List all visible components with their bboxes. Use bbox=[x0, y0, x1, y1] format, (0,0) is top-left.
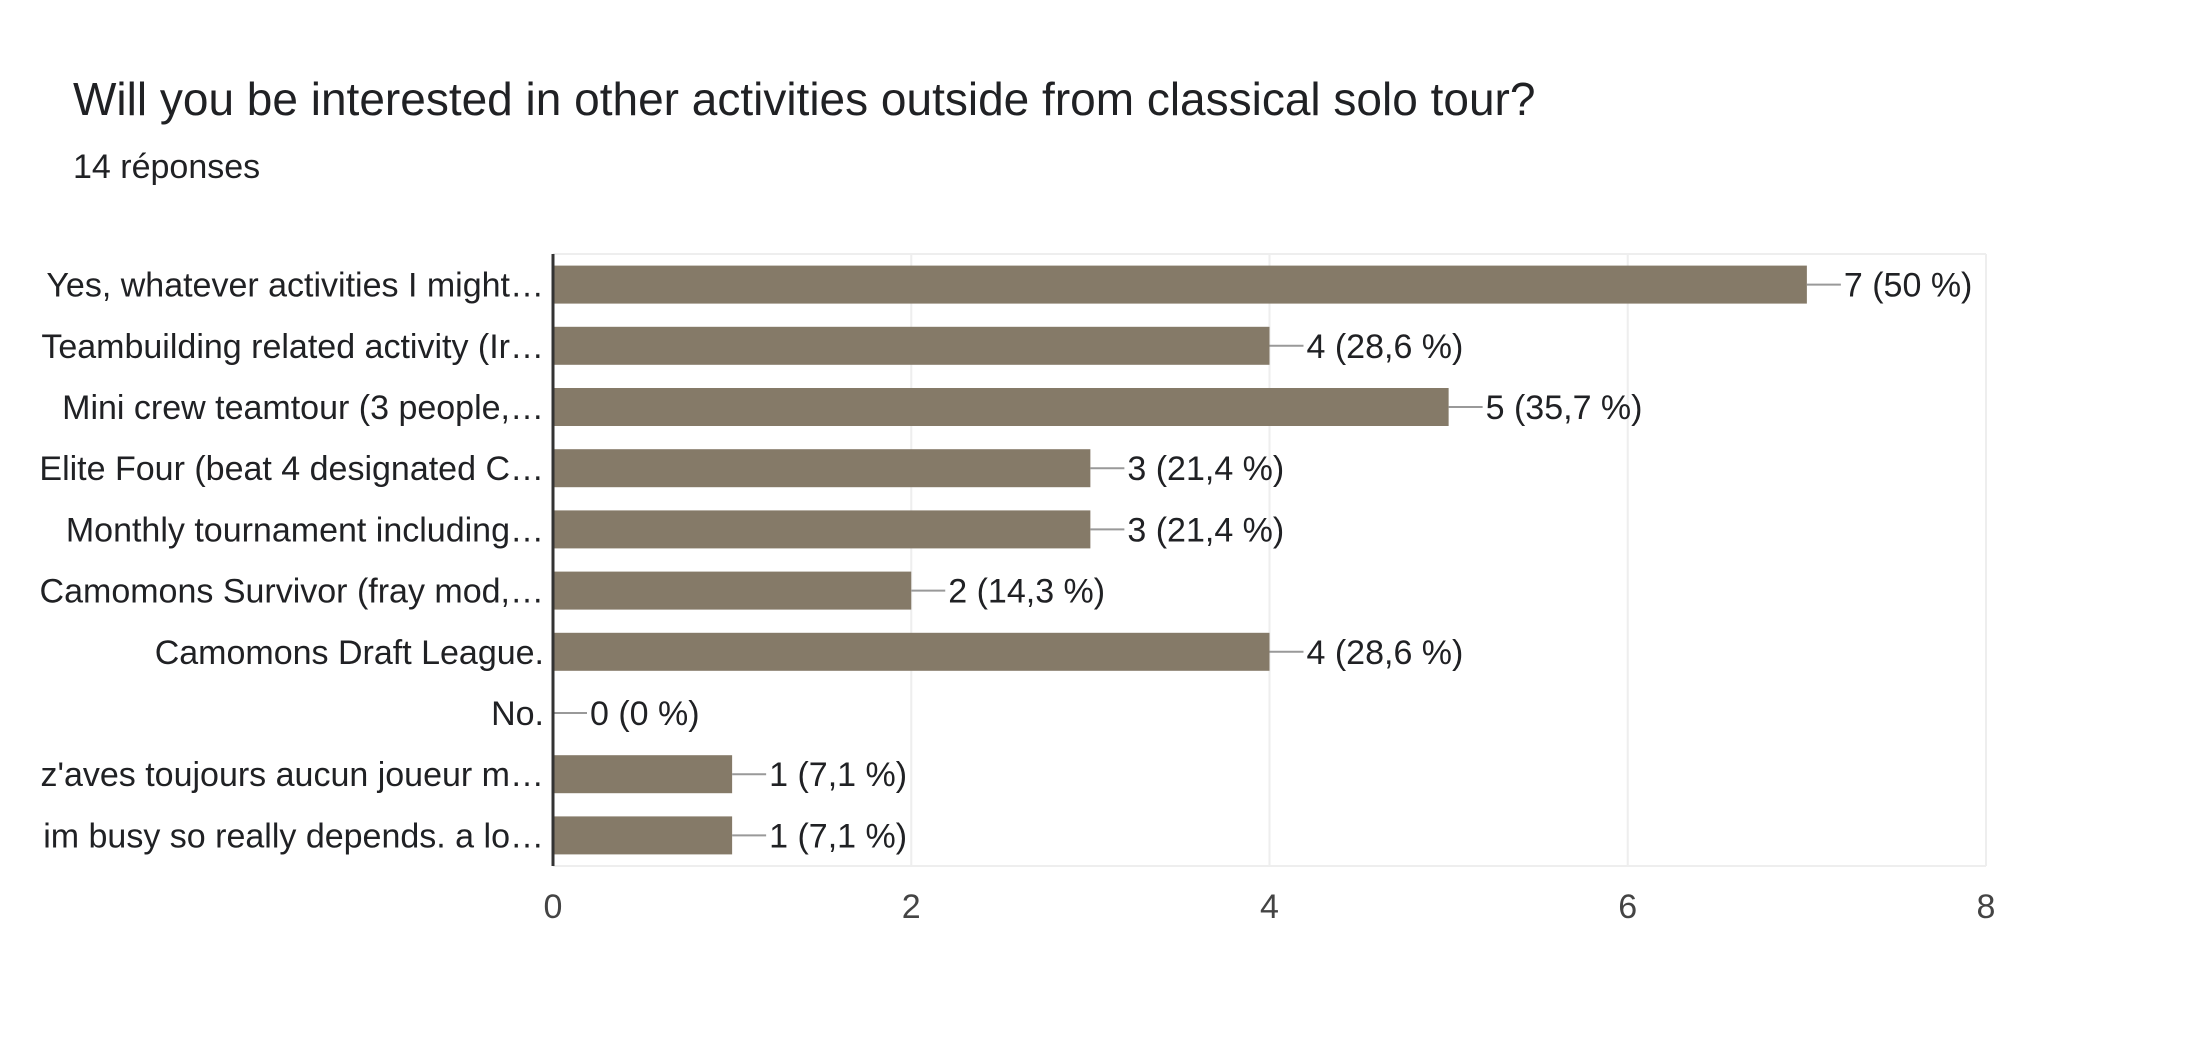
data-label: 1 (7,1 %) bbox=[769, 817, 907, 855]
data-label: 2 (14,3 %) bbox=[948, 573, 1105, 611]
category-label: Elite Four (beat 4 designated C… bbox=[39, 450, 544, 488]
bar[interactable] bbox=[553, 449, 1091, 488]
data-label: 4 (28,6 %) bbox=[1307, 634, 1464, 672]
category-label: Monthly tournament including… bbox=[66, 511, 544, 549]
bar[interactable] bbox=[553, 388, 1449, 426]
category-label: No. bbox=[491, 695, 544, 733]
bar[interactable] bbox=[553, 571, 912, 610]
category-label: im busy so really depends. a lo… bbox=[43, 817, 544, 855]
category-label: Mini crew teamtour (3 people,… bbox=[62, 389, 544, 427]
x-tick-label: 6 bbox=[1618, 888, 1637, 926]
bar[interactable] bbox=[553, 265, 1807, 304]
category-label: Yes, whatever activities I might… bbox=[46, 267, 544, 305]
category-label: Camomons Draft League. bbox=[155, 634, 544, 672]
data-label: 3 (21,4 %) bbox=[1127, 511, 1284, 549]
bar[interactable] bbox=[553, 510, 1091, 549]
bar[interactable] bbox=[553, 816, 733, 855]
category-label: Teambuilding related activity (Ir… bbox=[41, 328, 544, 366]
x-tick-label: 2 bbox=[902, 888, 921, 926]
response-count: 14 réponses bbox=[73, 148, 261, 186]
bar[interactable] bbox=[553, 632, 1270, 671]
data-label: 0 (0 %) bbox=[590, 695, 700, 733]
chart-title: Will you be interested in other activiti… bbox=[73, 73, 1536, 125]
data-label: 4 (28,6 %) bbox=[1307, 328, 1464, 366]
x-tick-label: 0 bbox=[544, 888, 563, 926]
x-tick-label: 4 bbox=[1260, 888, 1279, 926]
category-label: z'aves toujours aucun joueur m… bbox=[40, 756, 544, 794]
data-label: 5 (35,7 %) bbox=[1486, 389, 1643, 427]
data-label: 3 (21,4 %) bbox=[1127, 450, 1284, 488]
data-label: 7 (50 %) bbox=[1844, 267, 1973, 305]
x-tick-label: 8 bbox=[1977, 888, 1996, 926]
data-label: 1 (7,1 %) bbox=[769, 756, 907, 794]
bar[interactable] bbox=[553, 326, 1270, 365]
category-label: Camomons Survivor (fray mod,… bbox=[40, 573, 544, 611]
bar[interactable] bbox=[553, 755, 733, 794]
